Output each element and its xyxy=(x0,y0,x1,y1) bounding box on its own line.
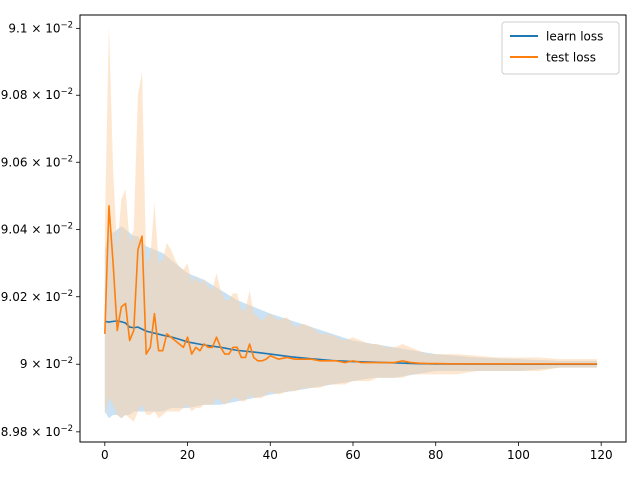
test-loss-band xyxy=(104,25,598,422)
legend: learn loss test loss xyxy=(501,21,620,75)
y-axis: 8.98 × 10−2 9 × 10−2 9.02 × 10−2 9.04 × 10−… xyxy=(1,20,80,439)
x-tick-label: 0 xyxy=(101,448,109,462)
y-tick-label: 9.08 × 10−2 xyxy=(1,87,73,102)
x-tick-label: 120 xyxy=(590,448,613,462)
x-tick-label: 40 xyxy=(263,448,278,462)
y-tick-label: 9 × 10−2 xyxy=(20,356,73,371)
x-axis: 0 20 40 60 80 100 120 xyxy=(101,442,613,462)
y-tick-label: 9.02 × 10−2 xyxy=(1,289,73,304)
legend-label-test-loss: test loss xyxy=(546,51,596,65)
y-tick-label: 9.06 × 10−2 xyxy=(1,154,73,169)
x-tick-label: 60 xyxy=(345,448,360,462)
test-loss-line xyxy=(104,205,598,365)
series-lines xyxy=(104,205,598,365)
y-tick-label: 8.98 × 10−2 xyxy=(1,424,73,439)
x-tick-label: 20 xyxy=(180,448,195,462)
x-tick-label: 100 xyxy=(507,448,530,462)
legend-label-learn-loss: learn loss xyxy=(546,30,603,44)
y-tick-label: 9.1 × 10−2 xyxy=(8,20,73,35)
confidence-bands xyxy=(104,25,598,422)
x-tick-label: 80 xyxy=(428,448,443,462)
y-tick-label: 9.04 × 10−2 xyxy=(1,221,73,236)
